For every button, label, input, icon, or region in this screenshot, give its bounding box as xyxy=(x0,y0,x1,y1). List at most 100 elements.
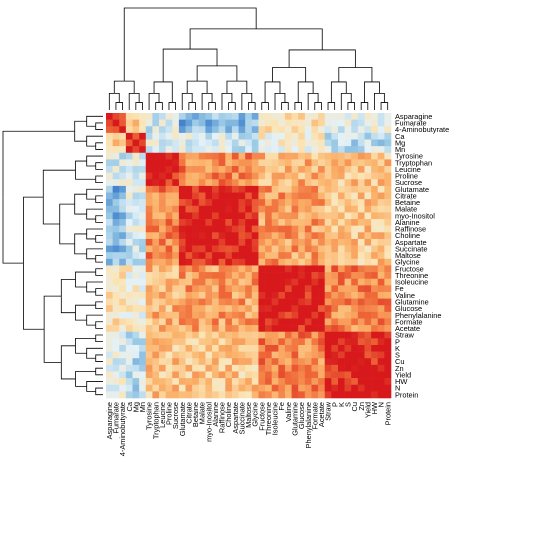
heatmap-cell xyxy=(331,278,339,286)
heatmap-cell xyxy=(384,238,392,246)
heatmap-cell xyxy=(271,305,279,313)
heatmap-cell xyxy=(284,338,292,346)
heatmap-cell xyxy=(205,344,213,352)
heatmap-cell xyxy=(284,378,292,386)
heatmap-cell xyxy=(311,344,319,352)
heatmap-cell xyxy=(271,331,279,339)
heatmap-cell xyxy=(212,364,219,372)
heatmap-cell xyxy=(185,245,193,253)
heatmap-cell xyxy=(364,232,372,240)
heatmap-cell xyxy=(324,252,332,260)
heatmap-cell xyxy=(324,371,332,379)
heatmap-cell xyxy=(172,219,180,226)
heatmap-cell xyxy=(357,278,365,286)
heatmap-cell xyxy=(192,152,200,160)
heatmap-cell xyxy=(344,391,352,399)
heatmap-cell xyxy=(218,238,226,246)
heatmap-cell xyxy=(198,113,206,120)
heatmap-cell xyxy=(351,119,359,127)
heatmap-cell xyxy=(119,344,127,352)
heatmap-cell xyxy=(304,364,312,372)
heatmap-cell xyxy=(377,172,385,180)
heatmap-cell xyxy=(106,298,113,306)
heatmap-cell xyxy=(364,325,372,333)
heatmap-cell xyxy=(337,364,345,372)
heatmap-cell xyxy=(125,265,133,273)
heatmap-cell xyxy=(159,185,166,193)
dendrogram-branch xyxy=(42,197,60,225)
heatmap-cell xyxy=(318,172,326,180)
heatmap-cell xyxy=(258,364,266,372)
heatmap-cell xyxy=(265,126,272,134)
heatmap-cell xyxy=(278,364,286,372)
heatmap-cell xyxy=(364,113,372,120)
heatmap-cell xyxy=(284,152,292,160)
heatmap-cell xyxy=(364,179,372,187)
dendrogram-branch xyxy=(95,391,103,396)
heatmap-cell xyxy=(278,384,286,392)
heatmap-cell xyxy=(238,338,246,346)
dendrogram-branch xyxy=(251,102,256,110)
heatmap-cell xyxy=(212,232,219,240)
heatmap-cell xyxy=(258,384,266,392)
heatmap-cell xyxy=(132,172,140,180)
heatmap-cell xyxy=(238,364,246,372)
heatmap-cell xyxy=(192,225,200,233)
heatmap-cell xyxy=(198,371,206,379)
dendrogram-branch xyxy=(374,92,380,110)
dendrogram-branch xyxy=(86,314,103,321)
heatmap-cell xyxy=(331,192,339,200)
heatmap-cell xyxy=(251,252,259,260)
heatmap-cell xyxy=(271,298,279,306)
heatmap-cell xyxy=(185,305,193,313)
dendrogram-branch xyxy=(384,102,389,110)
heatmap-cell xyxy=(172,258,180,266)
heatmap-cell xyxy=(251,159,259,167)
heatmap-cell xyxy=(218,325,226,333)
heatmap-cell xyxy=(159,258,166,266)
heatmap-cell xyxy=(218,378,226,386)
column-label: Straw xyxy=(324,401,333,421)
heatmap-cell xyxy=(364,166,372,173)
heatmap-cell xyxy=(311,225,319,233)
heatmap-cell xyxy=(212,305,219,313)
heatmap-cell xyxy=(291,338,299,346)
heatmap-cell xyxy=(278,232,286,240)
heatmap-cell xyxy=(258,126,266,134)
heatmap-cell xyxy=(304,172,312,180)
heatmap-cell xyxy=(185,192,193,200)
heatmap-cell xyxy=(298,318,306,326)
heatmap-cell xyxy=(152,179,160,187)
heatmap-cell xyxy=(152,278,160,286)
heatmap-cell xyxy=(112,371,120,379)
heatmap-cell xyxy=(165,146,173,154)
heatmap-cell xyxy=(185,258,193,266)
heatmap-cell xyxy=(178,199,186,207)
heatmap-cell xyxy=(238,172,246,180)
heatmap-cell xyxy=(145,351,153,359)
dendrogram-branch xyxy=(95,146,103,150)
heatmap-cell xyxy=(258,166,266,173)
heatmap-cell xyxy=(284,232,292,240)
heatmap-cell xyxy=(172,199,180,207)
heatmap-cell xyxy=(371,139,379,147)
row-label: S xyxy=(395,351,400,360)
heatmap-cell xyxy=(311,311,319,319)
heatmap-cell xyxy=(364,225,372,233)
heatmap-cell xyxy=(192,132,200,140)
heatmap-cell xyxy=(331,285,339,293)
heatmap-cell xyxy=(231,378,239,386)
heatmap-cell xyxy=(172,291,180,299)
heatmap-cell xyxy=(145,325,153,333)
heatmap-cell xyxy=(112,113,120,120)
heatmap-cell xyxy=(324,378,332,386)
dendrogram-branch xyxy=(380,102,385,110)
heatmap-cell xyxy=(324,384,332,392)
heatmap-cell xyxy=(298,298,306,306)
heatmap-cell xyxy=(324,245,332,253)
heatmap-cell xyxy=(218,146,226,154)
heatmap-cell xyxy=(245,126,253,134)
heatmap-cell xyxy=(185,179,193,187)
heatmap-cell xyxy=(178,258,186,266)
heatmap-cell xyxy=(384,146,392,154)
